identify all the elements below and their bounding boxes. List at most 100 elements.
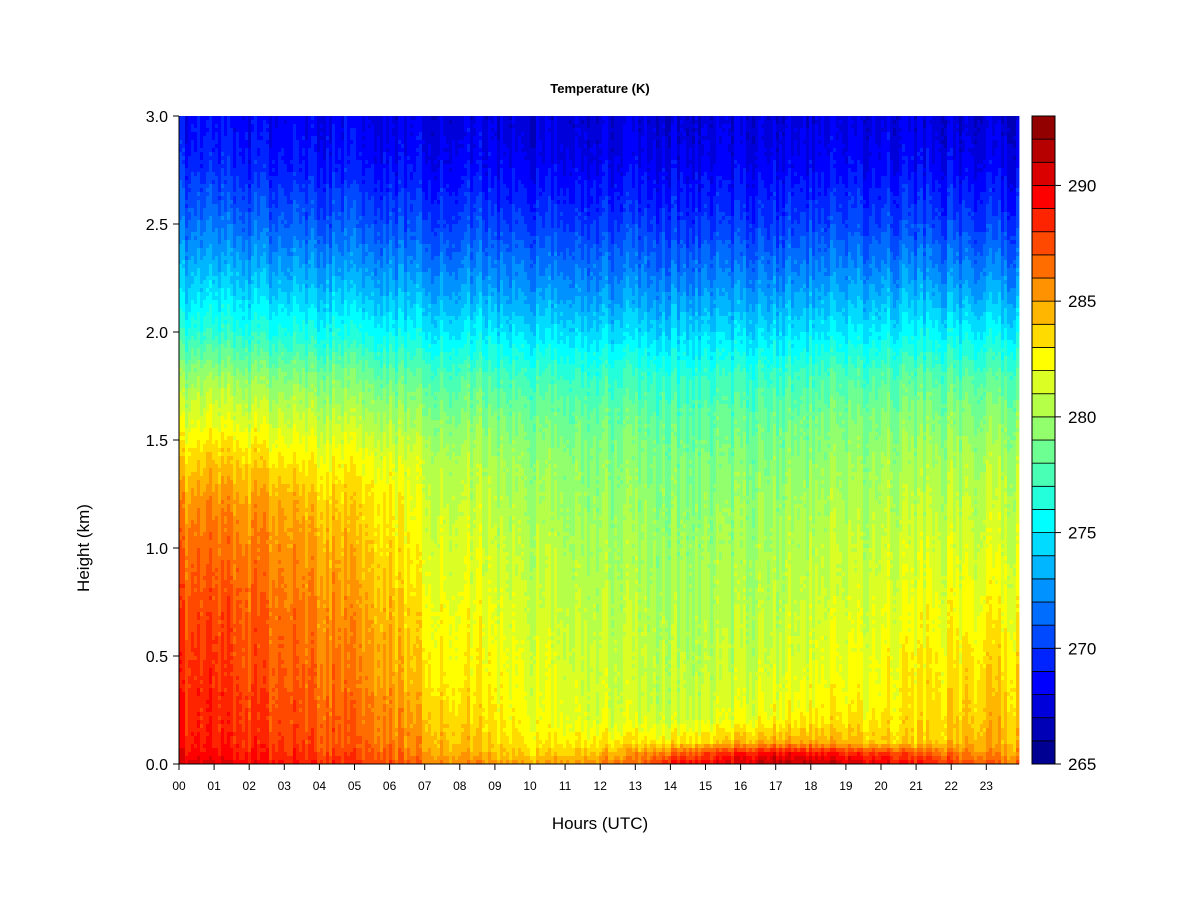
heatmap-cell xyxy=(245,452,248,456)
heatmap-cell xyxy=(209,220,212,224)
heatmap-cell xyxy=(245,116,248,120)
heatmap-cell xyxy=(254,380,257,384)
heatmap-cell xyxy=(221,608,224,612)
heatmap-cell xyxy=(212,208,215,212)
heatmap-cell xyxy=(233,236,236,240)
heatmap-cell xyxy=(224,648,227,652)
heatmap-cell xyxy=(200,640,203,644)
heatmap-cell xyxy=(182,400,185,404)
heatmap-cell xyxy=(233,348,236,352)
heatmap-cell xyxy=(200,172,203,176)
heatmap-cell xyxy=(224,508,227,512)
heatmap-cell xyxy=(179,296,182,300)
heatmap-cell xyxy=(218,560,221,564)
heatmap-cell xyxy=(182,340,185,344)
heatmap-cell xyxy=(179,524,182,528)
heatmap-cell xyxy=(203,484,206,488)
heatmap-cell xyxy=(227,660,230,664)
heatmap-cell xyxy=(227,516,230,520)
heatmap-cell xyxy=(230,144,233,148)
heatmap-cell xyxy=(245,632,248,636)
heatmap-cell xyxy=(230,700,233,704)
heatmap-cell xyxy=(233,216,236,220)
heatmap-cell xyxy=(248,296,251,300)
heatmap-cell xyxy=(221,168,224,172)
heatmap-cell xyxy=(194,260,197,264)
heatmap-cell xyxy=(188,348,191,352)
heatmap-cell xyxy=(239,548,242,552)
heatmap-cell xyxy=(221,136,224,140)
heatmap-cell xyxy=(206,236,209,240)
heatmap-cell xyxy=(197,576,200,580)
heatmap-cell xyxy=(200,436,203,440)
heatmap-cell xyxy=(179,248,182,252)
heatmap-cell xyxy=(233,492,236,496)
heatmap-cell xyxy=(242,232,245,236)
heatmap-cell xyxy=(239,220,242,224)
heatmap-cell xyxy=(230,748,233,752)
heatmap-cell xyxy=(245,428,248,432)
heatmap-cell xyxy=(212,348,215,352)
heatmap-cell xyxy=(203,276,206,280)
heatmap-cell xyxy=(230,652,233,656)
heatmap-cell xyxy=(212,220,215,224)
heatmap-cell xyxy=(200,500,203,504)
heatmap-cell xyxy=(251,400,254,404)
heatmap-cell xyxy=(257,404,260,408)
heatmap-cell xyxy=(254,644,257,648)
heatmap-cell xyxy=(227,728,230,732)
heatmap-cell xyxy=(197,700,200,704)
heatmap-cell xyxy=(200,224,203,228)
heatmap-cell xyxy=(194,736,197,740)
heatmap-cell xyxy=(188,224,191,228)
heatmap-cell xyxy=(206,656,209,660)
heatmap-cell xyxy=(248,632,251,636)
heatmap-cell xyxy=(188,564,191,568)
heatmap-cell xyxy=(254,612,257,616)
heatmap-cell xyxy=(197,652,200,656)
heatmap-cell xyxy=(230,412,233,416)
heatmap-cell xyxy=(224,708,227,712)
heatmap-cell xyxy=(257,724,260,728)
heatmap-cell xyxy=(215,300,218,304)
heatmap-cell xyxy=(191,608,194,612)
heatmap-cell xyxy=(218,224,221,228)
heatmap-cell xyxy=(242,296,245,300)
heatmap-cell xyxy=(227,472,230,476)
heatmap-cell xyxy=(185,216,188,220)
heatmap-cell xyxy=(197,116,200,120)
heatmap-cell xyxy=(194,312,197,316)
heatmap-cell xyxy=(179,748,182,752)
heatmap-cell xyxy=(239,144,242,148)
heatmap-cell xyxy=(236,680,239,684)
heatmap-cell xyxy=(254,500,257,504)
heatmap-cell xyxy=(218,700,221,704)
heatmap-cell xyxy=(248,372,251,376)
heatmap-cell xyxy=(206,484,209,488)
heatmap-cell xyxy=(233,308,236,312)
heatmap-cell xyxy=(245,204,248,208)
heatmap-cell xyxy=(182,452,185,456)
heatmap-cell xyxy=(200,228,203,232)
heatmap-cell xyxy=(194,136,197,140)
heatmap-cell xyxy=(188,652,191,656)
heatmap-cell xyxy=(206,416,209,420)
heatmap-cell xyxy=(197,196,200,200)
heatmap-cell xyxy=(224,148,227,152)
heatmap-cell xyxy=(209,164,212,168)
heatmap-cell xyxy=(257,252,260,256)
heatmap-cell xyxy=(233,204,236,208)
heatmap-cell xyxy=(218,216,221,220)
heatmap-cell xyxy=(248,508,251,512)
heatmap-cell xyxy=(248,748,251,752)
heatmap-cell xyxy=(227,480,230,484)
heatmap-cell xyxy=(227,136,230,140)
heatmap-cell xyxy=(233,600,236,604)
heatmap-cell xyxy=(188,376,191,380)
heatmap-cell xyxy=(212,308,215,312)
heatmap-cell xyxy=(200,216,203,220)
heatmap-cell xyxy=(182,756,185,760)
heatmap-cell xyxy=(251,504,254,508)
heatmap-cell xyxy=(182,740,185,744)
heatmap-cell xyxy=(251,612,254,616)
